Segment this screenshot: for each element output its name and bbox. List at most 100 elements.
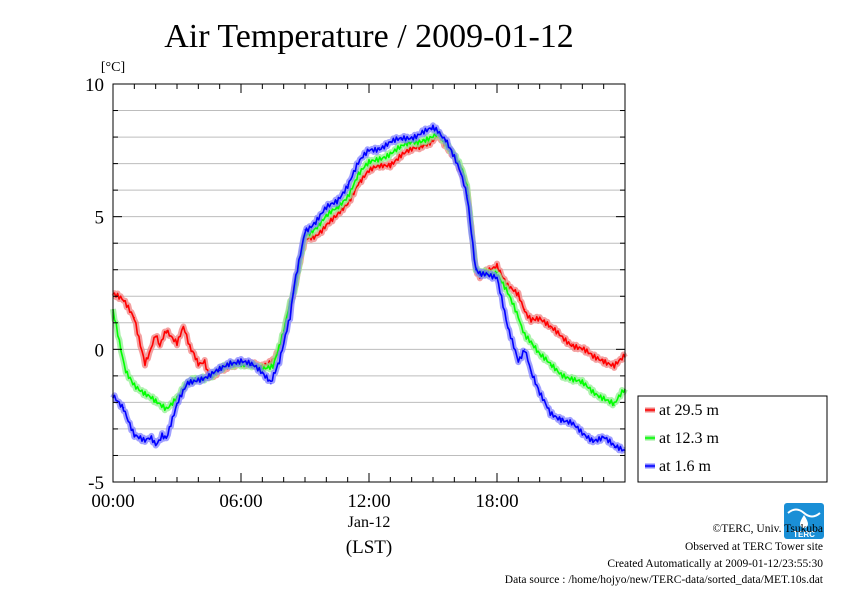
- legend-label: at 1.6 m: [659, 458, 712, 475]
- data-point: [315, 234, 317, 236]
- data-point: [438, 131, 440, 133]
- data-point: [560, 372, 562, 374]
- x-tick-label: 18:00: [475, 491, 518, 512]
- data-point: [613, 364, 615, 366]
- data-point: [539, 316, 541, 319]
- data-point: [613, 446, 615, 449]
- data-point: [603, 436, 605, 438]
- data-point: [315, 221, 317, 223]
- data-point: [389, 141, 391, 143]
- x-axis-unit-label: (LST): [346, 537, 392, 558]
- data-point: [144, 393, 146, 395]
- data-point: [400, 155, 402, 157]
- y-tick-label: -5: [88, 473, 104, 494]
- data-point: [524, 332, 526, 334]
- y-axis-label: [°C]: [101, 60, 125, 75]
- data-point: [283, 343, 285, 345]
- data-point: [336, 216, 338, 218]
- footer-copyright: ©TERC, Univ. Tsukuba: [713, 523, 823, 535]
- data-point: [549, 412, 551, 414]
- x-tick-label: 12:00: [347, 491, 390, 512]
- legend-box: [637, 395, 828, 483]
- data-point: [379, 147, 381, 149]
- data-point: [123, 407, 125, 409]
- data-point: [466, 194, 468, 196]
- data-point: [325, 216, 327, 218]
- data-point: [251, 364, 253, 366]
- data-point: [336, 208, 338, 210]
- legend: at 29.5 m at 12.3 m at 1.6 m: [637, 395, 828, 483]
- data-point: [304, 229, 306, 231]
- data-point: [155, 444, 157, 446]
- data-point: [485, 271, 487, 273]
- data-point: [603, 359, 605, 361]
- data-point: [603, 396, 605, 398]
- data-point: [133, 316, 135, 319]
- data-point: [560, 417, 562, 419]
- data-point: [144, 362, 146, 364]
- data-point: [125, 370, 127, 372]
- x-axis-date-label: Jan-12: [348, 514, 391, 531]
- data-point: [411, 149, 413, 151]
- data-point: [524, 308, 526, 311]
- data-point: [208, 375, 210, 377]
- data-point: [470, 232, 472, 234]
- data-point: [445, 139, 447, 141]
- x-tick-label: 06:00: [219, 491, 262, 512]
- data-point: [193, 354, 195, 356]
- y-tick-label: 10: [85, 75, 104, 96]
- data-point: [165, 330, 167, 332]
- data-point: [161, 433, 163, 435]
- data-point: [325, 224, 327, 226]
- data-point: [592, 391, 594, 393]
- data-point: [581, 433, 583, 435]
- data-point: [549, 327, 551, 329]
- data-point: [496, 271, 498, 273]
- water-drop-icon: [800, 515, 808, 528]
- data-point: [432, 128, 434, 130]
- data-point: [159, 346, 161, 348]
- terc-logo: TERC: [784, 503, 824, 539]
- data-point: [549, 364, 551, 366]
- data-point: [411, 136, 413, 138]
- data-point: [432, 136, 434, 138]
- data-point: [400, 139, 402, 141]
- data-point: [530, 343, 532, 345]
- data-point: [571, 423, 573, 425]
- data-point: [453, 155, 455, 157]
- data-point: [389, 163, 391, 165]
- data-point: [389, 152, 391, 154]
- data-point: [421, 131, 423, 133]
- data-point: [144, 441, 146, 443]
- data-point: [182, 327, 184, 329]
- data-point: [123, 301, 125, 303]
- data-point: [357, 163, 359, 165]
- data-point: [379, 165, 381, 167]
- data-point: [507, 293, 509, 295]
- data-point: [517, 295, 519, 297]
- data-point: [421, 139, 423, 141]
- data-point: [165, 407, 167, 409]
- axis-ticks: 00:00 06:00 12:00 18:00 10 5 0 -5: [85, 75, 625, 512]
- data-point: [571, 377, 573, 380]
- data-point: [278, 362, 280, 364]
- footer-source: Data source : /home/hojyo/new/TERC-data/…: [505, 574, 824, 586]
- data-point: [592, 438, 594, 441]
- data-point: [460, 173, 462, 175]
- data-point: [293, 285, 295, 287]
- data-point: [187, 383, 189, 385]
- data-point: [524, 348, 526, 350]
- data-point: [530, 372, 532, 374]
- data-point: [539, 393, 541, 395]
- data-point: [357, 173, 359, 175]
- data-point: [347, 194, 349, 196]
- data-point: [150, 436, 152, 438]
- data-point: [539, 354, 541, 356]
- legend-label: at 12.3 m: [659, 430, 720, 447]
- x-tick-label: 00:00: [91, 491, 134, 512]
- data-point: [571, 343, 573, 345]
- data-point: [581, 383, 583, 385]
- chart-title: Air Temperature / 2009-01-12: [164, 18, 574, 55]
- data-point: [368, 171, 370, 173]
